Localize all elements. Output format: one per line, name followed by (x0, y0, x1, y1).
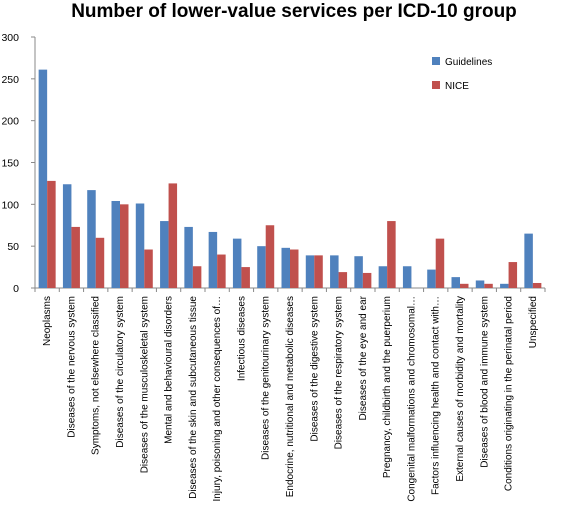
bar-nice (314, 255, 323, 288)
category-label: External causes of morbidity and mortali… (455, 296, 466, 482)
bar-guidelines (500, 283, 509, 288)
category-label: Diseases of blood and immune system (479, 296, 490, 468)
category-label: Factors influencing health and contact w… (431, 296, 442, 495)
bar-nice (95, 237, 105, 288)
legend-swatch-nice (432, 81, 440, 89)
category-label: Mental and behavioural disorders (164, 296, 175, 444)
bar-guidelines (135, 203, 145, 288)
bar-guidelines (305, 255, 315, 288)
bar-nice (338, 272, 348, 288)
bar-nice (265, 225, 275, 288)
y-tick-group: 0 50 100 150 200 250 300 (1, 32, 35, 295)
bar-nice (120, 204, 129, 288)
y-tick-label: 200 (1, 116, 19, 128)
y-tick-label: 100 (1, 199, 19, 211)
bar-nice (144, 249, 153, 288)
bar-group (38, 69, 542, 288)
y-tick-label: 0 (13, 283, 19, 295)
category-label: Infectious diseases (236, 296, 247, 381)
category-label: Diseases of the respiratory system (334, 296, 345, 449)
category-label: Diseases of the musculoskeletal system (139, 296, 150, 473)
bar-guidelines (451, 277, 460, 288)
category-label: Unspecified (528, 296, 539, 348)
plot-area: 0 50 100 150 200 250 300 Neoplasms Diseases of … (1, 32, 546, 502)
bar-nice (484, 283, 493, 288)
category-label: Diseases of the eye and ear (358, 295, 369, 420)
category-label: Diseases of the genitourinary system (261, 296, 272, 460)
bar-guidelines (257, 246, 266, 288)
bar-guidelines (184, 226, 193, 288)
bar-nice (241, 267, 250, 288)
bar-nice (290, 249, 299, 288)
legend-label-guidelines: Guidelines (445, 57, 492, 68)
legend-label-nice: NICE (445, 81, 469, 92)
y-tick-label: 50 (7, 241, 19, 253)
category-label: Diseases of the nervous system (66, 296, 77, 438)
bar-nice (217, 254, 226, 288)
category-label: Symptoms, not elsewhere classified (91, 296, 102, 455)
bar-guidelines (524, 233, 533, 288)
bar-guidelines (111, 200, 120, 288)
chart-title: Number of lower-value services per ICD-1… (71, 1, 517, 22)
bar-nice (362, 272, 372, 288)
legend: Guidelines NICE (432, 57, 492, 92)
category-label: Endocrine, nutritional and metabolic dis… (285, 296, 296, 497)
bar-nice (47, 180, 56, 288)
bar-guidelines (38, 69, 48, 288)
bar-nice (387, 221, 396, 288)
bar-nice (168, 183, 178, 288)
category-label: Injury, poisoning and other consequences… (212, 296, 223, 502)
bar-guidelines (427, 269, 436, 288)
bar-guidelines (402, 266, 412, 288)
y-tick-label: 300 (1, 32, 19, 44)
category-label: Conditions originating in the perinatal … (504, 296, 515, 491)
legend-swatch-guidelines (432, 57, 440, 65)
bar-nice (508, 262, 518, 288)
bar-guidelines (87, 190, 96, 288)
bar-guidelines (62, 184, 72, 288)
category-label-group: Neoplasms Diseases of the nervous system S… (34, 288, 546, 502)
bar-guidelines (208, 231, 218, 288)
y-tick-label: 250 (1, 74, 19, 86)
bar-nice (71, 226, 80, 288)
bar-nice (192, 266, 202, 288)
category-label: Pregnancy, childbirth and the puerperium (382, 296, 393, 478)
bar-guidelines (281, 247, 290, 288)
category-label: Diseases of the skin and subcutaneous ti… (188, 296, 199, 499)
bar-guidelines (354, 256, 363, 288)
bar-nice (532, 282, 542, 288)
bar-guidelines (378, 266, 388, 288)
bar-guidelines (232, 238, 242, 288)
category-label: Diseases of the circulatory system (115, 296, 126, 448)
category-label: Neoplasms (42, 296, 53, 346)
bar-guidelines (330, 255, 339, 288)
category-label: Diseases of the digestive system (309, 296, 320, 442)
category-label: Congenital malformations and chromosomal… (406, 296, 417, 502)
y-tick-label: 150 (1, 158, 19, 170)
bar-nice (435, 238, 445, 288)
bar-guidelines (160, 221, 169, 288)
bar-nice (460, 283, 469, 288)
bar-guidelines (475, 280, 485, 288)
